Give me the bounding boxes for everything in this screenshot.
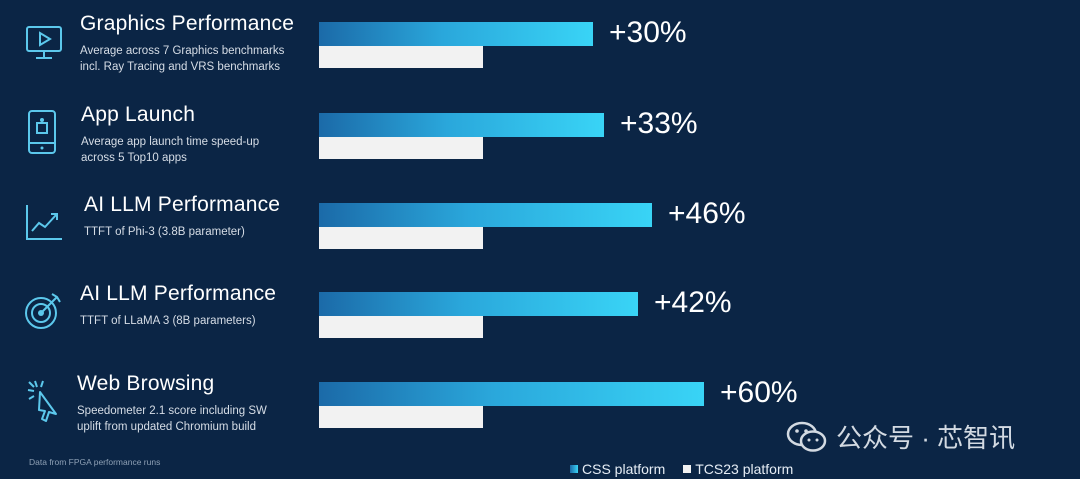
legend-label-tcs23: TCS23 platform bbox=[695, 461, 794, 477]
bar-tcs23-platform bbox=[319, 46, 483, 68]
target-icon bbox=[22, 288, 62, 334]
legend-label-css: CSS platform bbox=[582, 461, 666, 477]
category-description: Average app launch time speed-up across … bbox=[81, 136, 260, 164]
legend-swatch-css bbox=[570, 465, 578, 473]
cursor-click-icon bbox=[26, 378, 66, 424]
data-label: +46% bbox=[668, 197, 746, 230]
category-description: Speedometer 2.1 score including SW uplif… bbox=[77, 405, 267, 433]
legend: CSS platform TCS23 platform bbox=[570, 461, 793, 477]
trend-chart-icon bbox=[24, 199, 64, 245]
category-description: TTFT of Phi-3 (3.8B parameter) bbox=[84, 226, 245, 238]
bar-css-platform bbox=[319, 22, 593, 46]
category-title: Web Browsing bbox=[77, 372, 215, 395]
bar-tcs23-platform bbox=[319, 406, 483, 428]
watermark-text: 公众号 · 芯智讯 bbox=[836, 423, 1016, 453]
monitor-play-icon bbox=[24, 18, 64, 64]
legend-item-css: CSS platform bbox=[570, 461, 665, 477]
bar-css-platform bbox=[319, 292, 638, 316]
bar-css-platform bbox=[319, 382, 704, 406]
legend-item-tcs23: TCS23 platform bbox=[683, 461, 793, 477]
legend-swatch-tcs23 bbox=[683, 465, 692, 473]
smartphone-app-icon bbox=[22, 109, 62, 155]
category-title: AI LLM Performance bbox=[80, 282, 277, 305]
watermark: 公众号 · 芯智讯 bbox=[786, 418, 1015, 455]
category-description: Average across 7 Graphics benchmarks inc… bbox=[80, 45, 285, 73]
category-title: App Launch bbox=[81, 103, 196, 126]
data-label: +33% bbox=[620, 107, 698, 140]
data-label: +30% bbox=[609, 16, 687, 49]
data-label: +42% bbox=[654, 286, 732, 319]
wechat-icon bbox=[786, 421, 827, 452]
category-description: TTFT of LLaMA 3 (8B parameters) bbox=[80, 315, 256, 327]
category-title: Graphics Performance bbox=[80, 12, 295, 35]
data-label: +60% bbox=[720, 376, 798, 409]
bar-tcs23-platform bbox=[319, 137, 483, 159]
footnote: Data from FPGA performance runs bbox=[29, 457, 161, 467]
bar-tcs23-platform bbox=[319, 316, 483, 338]
bar-tcs23-platform bbox=[319, 227, 483, 249]
bar-css-platform bbox=[319, 113, 604, 137]
bar-css-platform bbox=[319, 203, 652, 227]
category-title: AI LLM Performance bbox=[84, 193, 281, 216]
